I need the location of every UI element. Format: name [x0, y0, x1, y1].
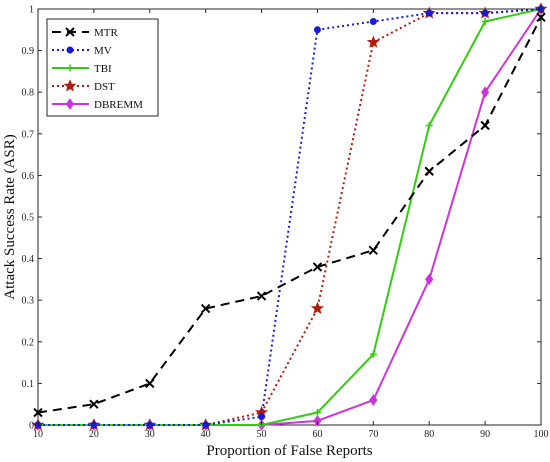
data-point-marker	[425, 273, 434, 286]
legend-item: DBREMM	[52, 98, 143, 111]
data-point-marker	[89, 399, 99, 409]
data-point-marker	[480, 120, 490, 131]
y-tick-label: 0.1	[22, 379, 35, 390]
legend-item: TBI	[52, 63, 112, 75]
y-axis-title: Attack Success Rate (ASR)	[2, 134, 18, 299]
legend-item: MTR	[52, 27, 119, 39]
data-point-marker	[145, 378, 155, 389]
x-tick-label: 60	[312, 429, 322, 440]
legend-label: TBI	[94, 63, 112, 75]
y-tick-label: 0.4	[22, 254, 35, 265]
x-axis-title: Proportion of False Reports	[206, 443, 372, 459]
x-tick-label: 90	[480, 429, 490, 440]
x-tick-label: 80	[424, 429, 434, 440]
series-mtr	[33, 12, 546, 418]
data-point-marker	[369, 350, 377, 358]
data-point-marker	[66, 64, 74, 72]
data-point-marker	[536, 12, 546, 23]
data-point-marker	[312, 262, 323, 272]
y-axis-ticks: 0 0.1 0.2 0.3 0.4 0.5 0.6 0.7 0.8 0.9 1	[22, 5, 541, 432]
data-point-marker	[310, 301, 324, 315]
y-tick-label: 0.7	[22, 129, 35, 140]
data-point-marker	[63, 79, 77, 92]
legend-label: DST	[94, 81, 115, 93]
x-tick-label: 100	[534, 429, 549, 440]
series-layer	[31, 2, 548, 431]
x-tick-label: 30	[145, 429, 155, 440]
x-tick-label: 10	[33, 429, 43, 440]
y-tick-label: 0.3	[22, 296, 35, 307]
data-point-marker	[369, 17, 377, 25]
data-point-marker	[424, 166, 434, 176]
legend-label: DBREMM	[94, 99, 143, 111]
y-tick-label: 0.9	[22, 46, 35, 57]
data-point-marker	[313, 414, 322, 427]
series-line	[38, 8, 542, 426]
x-tick-label: 50	[257, 429, 267, 440]
data-point-marker	[200, 303, 211, 314]
y-tick-label: 0.5	[22, 213, 35, 224]
data-point-marker	[66, 46, 74, 54]
x-tick-label: 20	[89, 429, 99, 440]
data-point-marker	[481, 86, 490, 99]
y-tick-label: 0	[29, 421, 34, 432]
y-tick-label: 0.6	[22, 171, 35, 182]
legend-label: MV	[94, 45, 112, 57]
y-tick-label: 0.2	[22, 337, 35, 348]
data-point-marker	[313, 409, 321, 417]
data-point-marker	[258, 413, 266, 421]
data-point-marker	[425, 121, 433, 129]
legend-item: DST	[52, 79, 115, 93]
x-tick-label: 70	[368, 429, 378, 440]
data-point-marker	[256, 291, 267, 301]
series-line	[38, 8, 542, 426]
x-axis-ticks: 10 20 30 40 50 60 70 80 90 100	[33, 9, 549, 440]
legend: MTR MV TBI DST DBREMM	[46, 18, 159, 117]
y-tick-label: 0.8	[22, 88, 35, 99]
data-point-marker	[369, 394, 378, 406]
x-tick-label: 40	[201, 429, 211, 440]
y-tick-label: 1	[29, 5, 34, 16]
data-point-marker	[65, 98, 75, 110]
data-point-marker	[313, 26, 321, 34]
data-point-marker	[481, 17, 489, 25]
data-point-marker	[366, 35, 380, 48]
data-point-marker	[65, 27, 75, 37]
data-point-marker	[368, 245, 379, 255]
legend-label: MTR	[94, 27, 119, 39]
legend-item: MV	[52, 45, 112, 57]
data-point-marker	[33, 407, 43, 418]
